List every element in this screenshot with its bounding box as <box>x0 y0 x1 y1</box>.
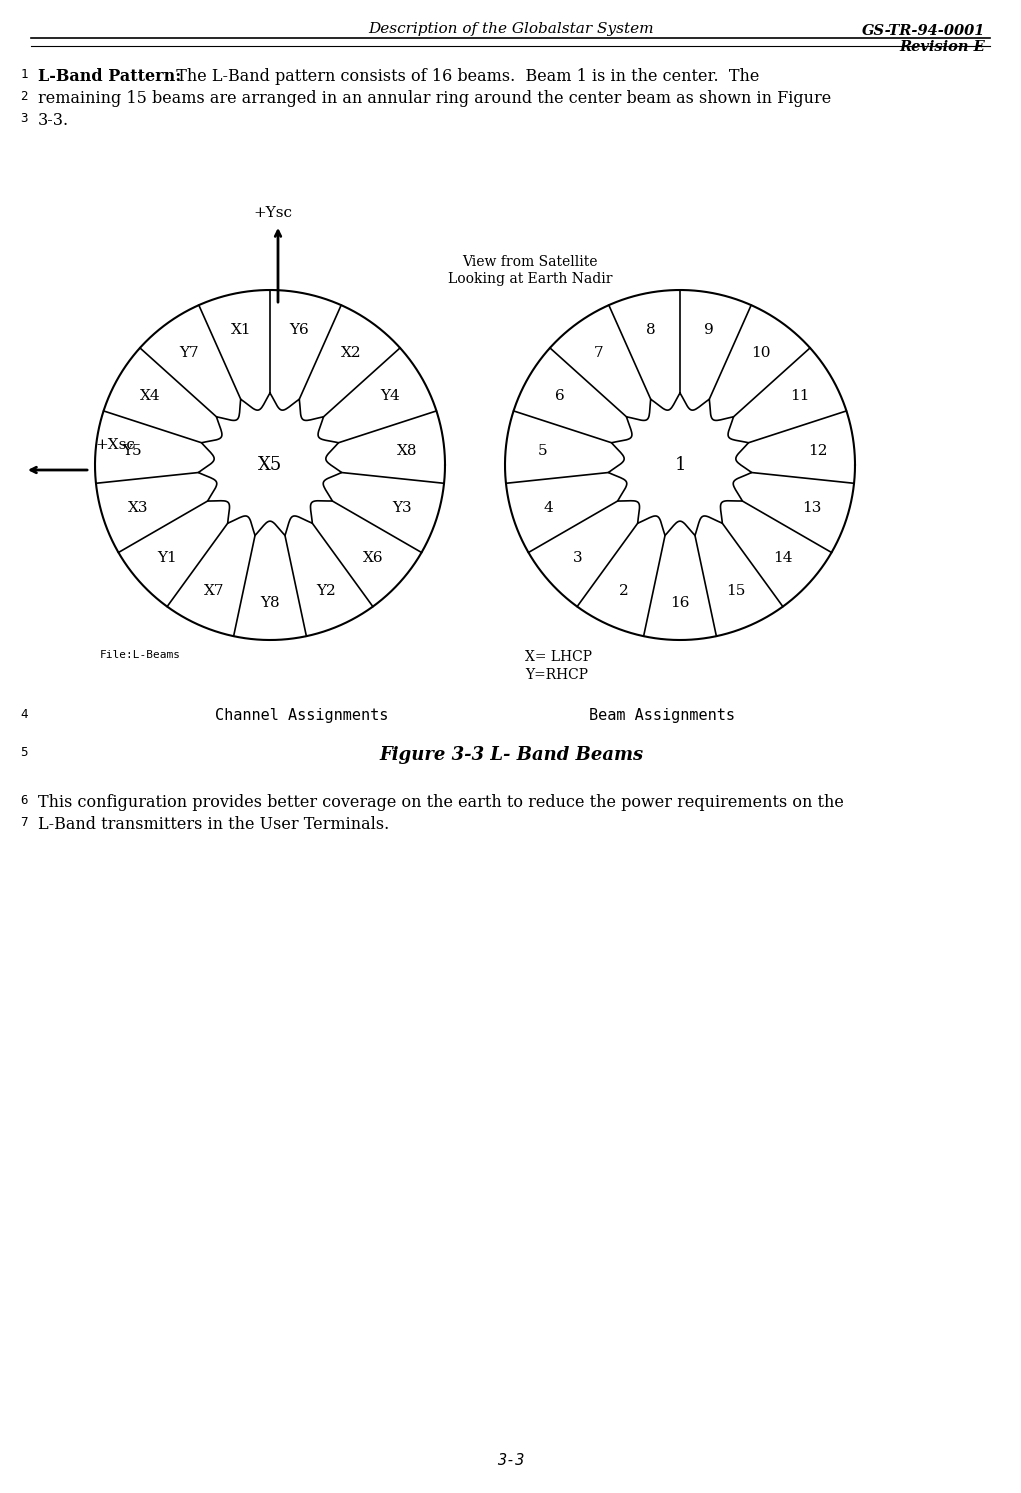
Text: 6: 6 <box>555 388 565 403</box>
Text: 11: 11 <box>790 388 810 403</box>
Text: X3: X3 <box>129 500 149 515</box>
Text: X2: X2 <box>341 346 361 360</box>
Text: File:L-Beams: File:L-Beams <box>100 649 181 660</box>
Text: Channel Assignments: Channel Assignments <box>215 708 388 723</box>
Text: Description of the Globalstar System: Description of the Globalstar System <box>369 22 653 36</box>
Text: GS-TR-94-0001: GS-TR-94-0001 <box>862 24 985 37</box>
Text: 5: 5 <box>20 746 28 758</box>
Text: Y=RHCP: Y=RHCP <box>525 667 588 682</box>
Text: 1: 1 <box>20 69 28 81</box>
Text: X4: X4 <box>140 388 160 403</box>
Text: 4: 4 <box>543 500 553 515</box>
Text: Beam Assignments: Beam Assignments <box>589 708 735 723</box>
Text: 5: 5 <box>538 443 547 457</box>
Text: Revision E: Revision E <box>900 40 985 54</box>
Text: 9: 9 <box>703 322 714 337</box>
Text: Y3: Y3 <box>392 500 411 515</box>
Text: Y2: Y2 <box>317 584 336 599</box>
Text: X8: X8 <box>397 443 418 457</box>
Text: 6: 6 <box>20 794 28 808</box>
Text: X6: X6 <box>362 551 383 564</box>
Text: 1: 1 <box>674 455 686 473</box>
Text: Y7: Y7 <box>179 346 198 360</box>
Text: X= LHCP: X= LHCP <box>525 649 592 664</box>
Text: 8: 8 <box>646 322 657 337</box>
Text: 4: 4 <box>20 708 28 721</box>
Text: +Ysc: +Ysc <box>253 206 292 219</box>
Text: 10: 10 <box>751 346 771 360</box>
Text: 7: 7 <box>594 346 603 360</box>
Text: Figure 3-3 L- Band Beams: Figure 3-3 L- Band Beams <box>379 746 643 764</box>
Text: Looking at Earth Nadir: Looking at Earth Nadir <box>448 272 613 287</box>
Text: Y1: Y1 <box>157 551 177 564</box>
Text: Y5: Y5 <box>123 443 142 457</box>
Text: 3: 3 <box>573 551 582 564</box>
Text: Y4: Y4 <box>380 388 399 403</box>
Text: 7: 7 <box>20 817 28 829</box>
Text: +Xsc: +Xsc <box>95 437 135 452</box>
Text: X1: X1 <box>231 322 251 337</box>
Text: remaining 15 beams are arranged in an annular ring around the center beam as sho: remaining 15 beams are arranged in an an… <box>38 90 831 107</box>
Text: X7: X7 <box>203 584 224 599</box>
Text: Y8: Y8 <box>260 596 280 611</box>
Text: 3-3.: 3-3. <box>38 112 69 128</box>
Text: 15: 15 <box>727 584 746 599</box>
Text: 2: 2 <box>619 584 629 599</box>
Text: 13: 13 <box>801 500 821 515</box>
Text: 3-3: 3-3 <box>497 1453 525 1468</box>
Text: 3: 3 <box>20 112 28 125</box>
Text: The L-Band pattern consists of 16 beams.  Beam 1 is in the center.  The: The L-Band pattern consists of 16 beams.… <box>166 69 760 85</box>
Text: 14: 14 <box>773 551 792 564</box>
Text: This configuration provides better coverage on the earth to reduce the power req: This configuration provides better cover… <box>38 794 844 811</box>
Text: L-Band transmitters in the User Terminals.: L-Band transmitters in the User Terminal… <box>38 817 389 833</box>
Text: L-Band Pattern:: L-Band Pattern: <box>38 69 182 85</box>
Text: X5: X5 <box>258 455 282 473</box>
Text: Y6: Y6 <box>289 322 308 337</box>
Text: 12: 12 <box>808 443 827 457</box>
Text: 2: 2 <box>20 90 28 103</box>
Text: 16: 16 <box>670 596 690 611</box>
Text: View from Satellite: View from Satellite <box>463 255 597 269</box>
